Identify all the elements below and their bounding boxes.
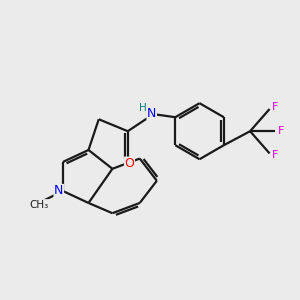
- Text: F: F: [278, 126, 285, 136]
- Text: N: N: [54, 184, 64, 197]
- Text: H: H: [139, 103, 146, 113]
- Text: N: N: [147, 107, 156, 120]
- Text: F: F: [272, 102, 278, 112]
- Text: O: O: [124, 157, 134, 170]
- Text: CH₃: CH₃: [29, 200, 49, 210]
- Text: F: F: [272, 150, 278, 160]
